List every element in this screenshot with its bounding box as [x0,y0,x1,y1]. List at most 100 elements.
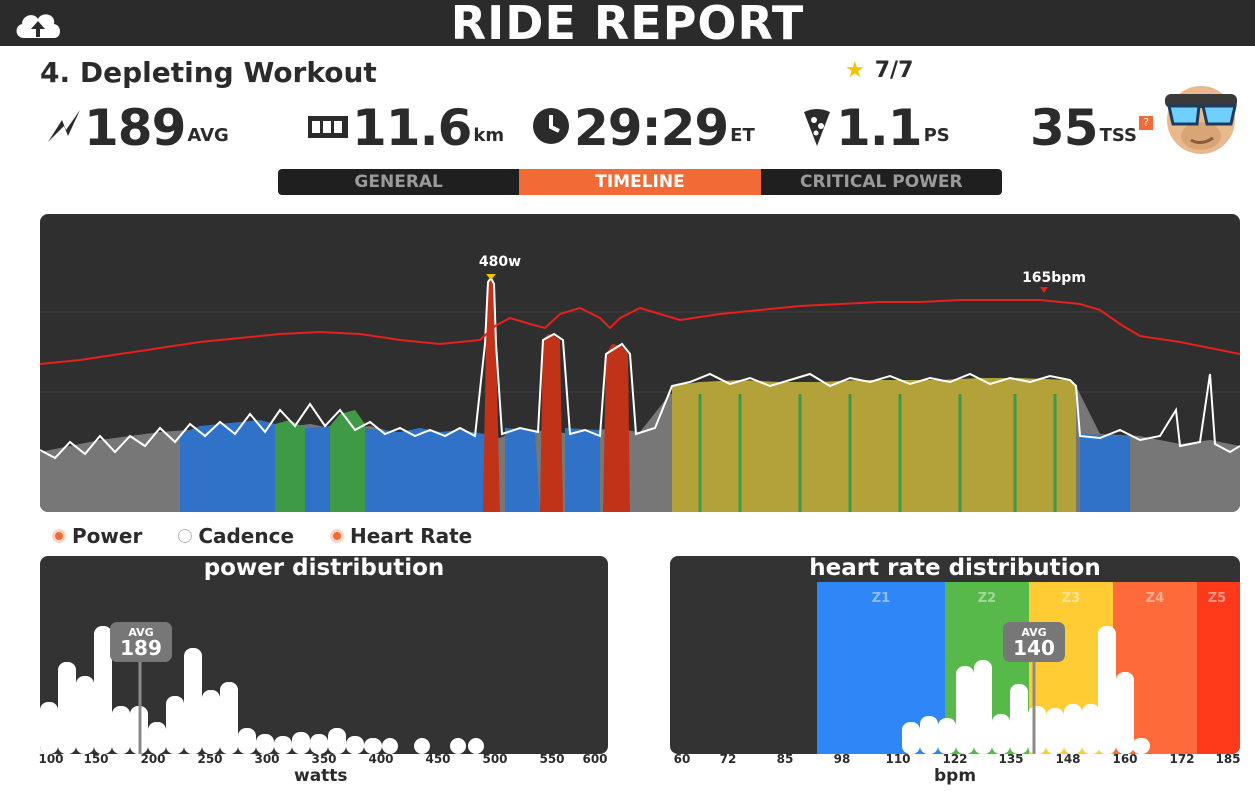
power-distribution-panel: power distribution [40,556,608,754]
radio-on-icon [330,529,345,543]
power-distribution-title: power distribution [203,556,445,581]
power-area-green [330,410,365,512]
tick-label: 98 [833,752,851,766]
tick-label: 550 [539,752,565,766]
power-distribution-chart: AVG 189 [40,622,484,754]
power-line [40,276,1240,460]
tick-label: 172 [1169,752,1195,766]
tick-label: 160 [1112,752,1138,766]
avg-badge [110,622,172,662]
pizza-icon [804,109,830,146]
heart-rate-line [40,299,1240,365]
power-area-green [275,420,305,512]
hr-peak-marker [1040,287,1048,293]
tick-label: 100 [38,752,64,766]
tick-label: 250 [197,752,223,766]
power-peak-marker [486,274,496,280]
legend-cadence[interactable]: Cadence [178,524,294,548]
power-area-blue [1080,434,1130,512]
elapsed-time-unit: ET [730,125,755,146]
tick-label: 148 [1055,752,1081,766]
distance-stat: 11.6 km [308,98,504,154]
avatar[interactable] [1155,80,1245,156]
lightning-icon [48,110,80,142]
tick-label: 500 [482,752,508,766]
hr-peak-label: 165bpm [1022,270,1086,286]
tick-label: 185 [1215,752,1241,766]
help-icon[interactable]: ? [1139,116,1153,130]
odometer-icon [308,116,348,138]
pizza-value: 1.1 [836,99,923,157]
hr-distribution-panel: Z1 Z2 Z3 Z4 Z5 AVG 140 heart rate distri [670,556,1240,754]
legend-heart-rate[interactable]: Heart Rate [330,524,472,548]
tick-label: 110 [885,752,911,766]
avg-badge-value: 189 [120,636,162,660]
power-area-blue [180,420,275,512]
power-histogram [40,626,484,754]
avg-badge [1003,622,1065,662]
cloud-upload-icon[interactable] [12,6,64,40]
avg-power-value: 189 [84,99,186,157]
tab-timeline[interactable]: TIMELINE [519,169,761,195]
legend-power[interactable]: Power [52,524,142,548]
timeline-svg: 480w 165bpm [40,254,1240,512]
tick-label: 350 [311,752,337,766]
tab-general[interactable]: GENERAL [354,172,443,192]
stars-value: 7/7 [874,58,914,83]
tick-label: 450 [425,752,451,766]
power-area-blue [505,428,540,512]
avg-power-unit: AVG [187,125,229,146]
radio-on-icon [52,529,66,543]
zone-z5 [1197,582,1240,754]
legend-heart-rate-label: Heart Rate [350,524,473,548]
legend-cadence-label: Cadence [198,524,295,548]
elapsed-time-stat: 29:29 ET [532,98,755,154]
legend-power-label: Power [72,524,143,548]
tick-label: 135 [998,752,1024,766]
radio-off-icon [178,529,193,543]
tick-label: 85 [776,752,794,766]
distance-unit: km [473,125,505,146]
tab-critical-power[interactable]: CRITICAL POWER [800,172,963,192]
tss-unit: TSS [1099,125,1137,146]
pizza-unit: PS [923,125,950,146]
power-area-blue [565,428,600,512]
report-tabs: GENERAL TIMELINE CRITICAL POWER [278,169,1002,195]
power-spike [603,344,630,512]
tick-label: 400 [368,752,394,766]
zone-label: Z1 [872,591,890,606]
stars-count: ★ 7/7 [845,58,913,83]
zone-label: Z3 [1062,591,1080,606]
clock-icon [533,108,569,144]
tss-stat: 35 TSS ? [1030,98,1153,154]
star-icon: ★ [845,58,865,83]
elapsed-time-value: 29:29 [574,99,729,157]
power-zone-stripes [698,394,1057,512]
avg-badge-label: AVG [128,626,153,639]
avg-badge-value: 140 [1013,636,1055,660]
hr-distribution-chart: Z1 Z2 Z3 Z4 Z5 AVG 140 [817,582,1240,754]
zone-label: Z5 [1208,591,1226,606]
hr-axis-label: bpm [934,766,977,786]
tick-label: 72 [719,752,737,766]
tick-label: 200 [140,752,166,766]
power-axis-label: watts [294,766,348,786]
chart-legend: Power Cadence Heart Rate [52,524,508,548]
timeline-chart[interactable]: 480w 165bpm [40,214,1240,512]
power-spike [540,334,563,512]
top-bar: RIDE REPORT [0,0,1255,50]
page-title: RIDE REPORT [450,0,805,50]
zone-label: Z4 [1146,591,1164,606]
avg-power-stat: 189 AVG [46,98,229,154]
tick-label: 60 [673,752,691,766]
avg-badge-label: AVG [1021,626,1046,639]
distance-value: 11.6 [352,99,472,157]
tick-label: 600 [582,752,608,766]
tick-label: 300 [254,752,280,766]
tick-label: 122 [942,752,968,766]
power-area-yellow [672,378,1076,512]
hr-distribution-title: heart rate distribution [809,556,1101,581]
hr-histogram [902,626,1150,754]
tick-label: 150 [83,752,109,766]
workout-name: 4. Depleting Workout [40,56,377,89]
